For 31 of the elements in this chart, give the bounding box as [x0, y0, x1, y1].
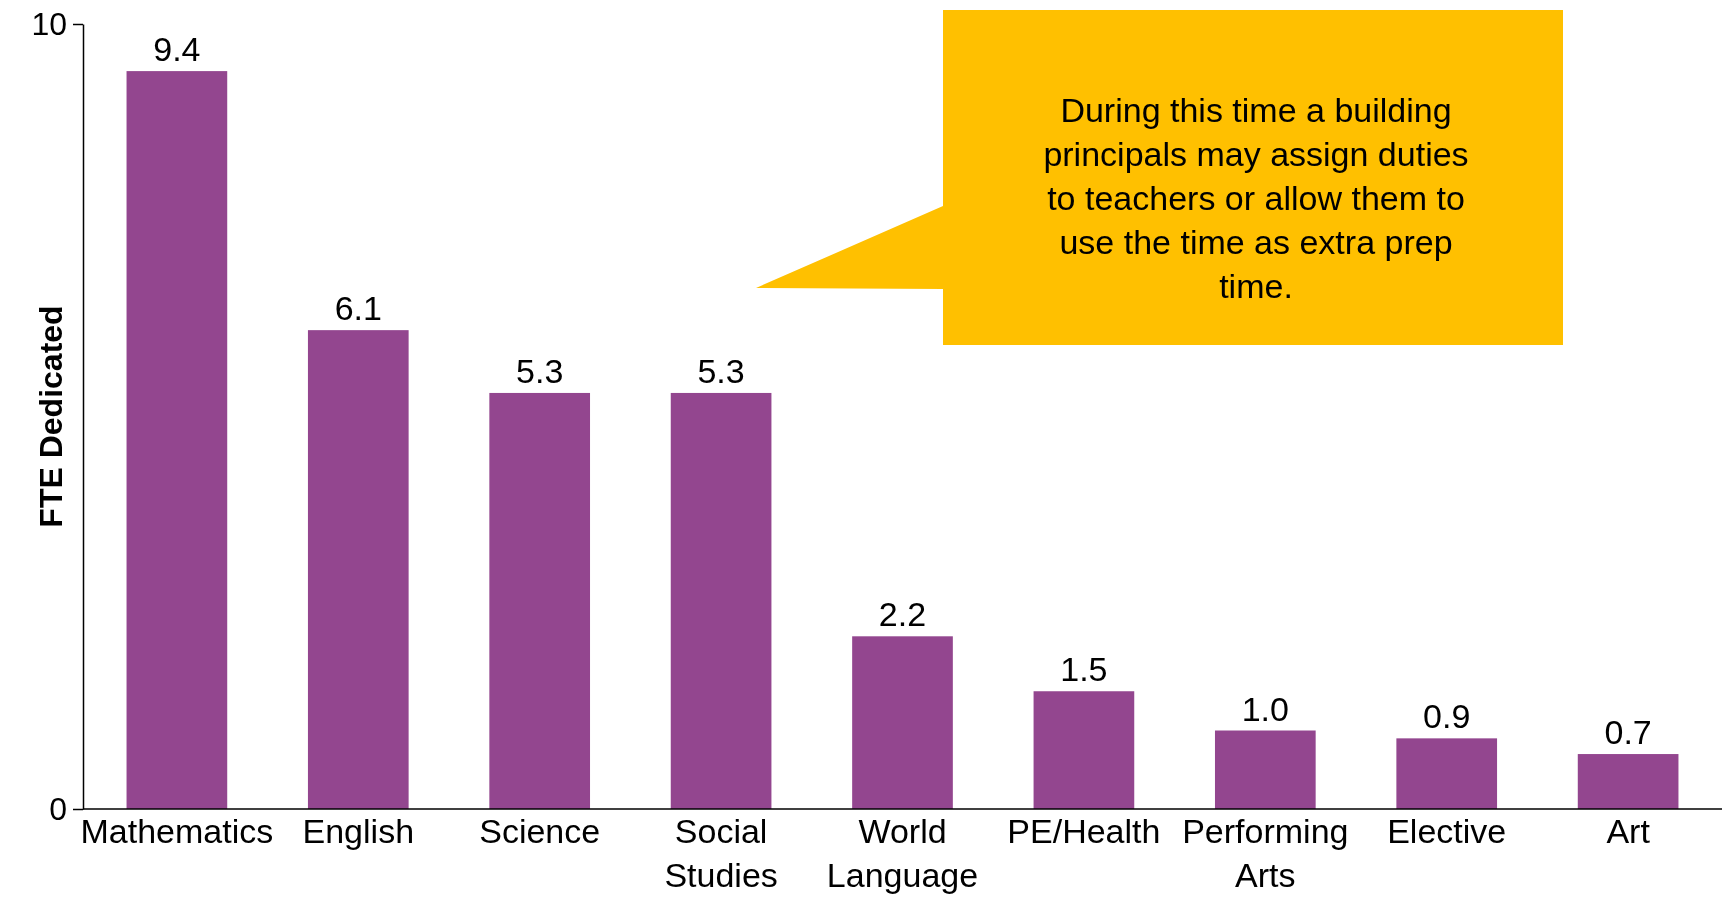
data-label: 5.3 [516, 351, 564, 390]
data-label: 9.4 [153, 30, 201, 69]
x-tick-label: World Language [826, 811, 979, 894]
bar [126, 71, 228, 809]
data-label: 1.0 [1241, 689, 1289, 728]
bar [1214, 730, 1316, 809]
bar [1396, 738, 1498, 809]
x-tick-label: Art [1606, 811, 1651, 850]
y-axis-title: FTE Dedicated [33, 305, 69, 528]
data-label: 1.5 [1060, 650, 1108, 689]
bar [1577, 754, 1679, 809]
data-label: 0.7 [1604, 713, 1652, 752]
x-tick-label: Elective [1387, 811, 1507, 850]
data-label: 6.1 [334, 289, 382, 328]
bar [1033, 691, 1135, 809]
annotation: During this time a building principals may assign duties to teachers or allow them to use the time as extra prep time. [1043, 91, 1469, 305]
data-label: 5.3 [697, 351, 745, 390]
x-tick-label: English [302, 811, 415, 850]
data-label: 0.9 [1423, 697, 1471, 736]
y-tick-label: 10 [31, 5, 67, 42]
x-tick-label: PE/Health [1007, 811, 1161, 850]
y-tick-label: 0 [49, 790, 67, 827]
data-label: 2.2 [878, 595, 927, 634]
bar [670, 392, 772, 809]
x-tick-label: Social Studies [664, 811, 778, 894]
x-tick-label: Mathematics [80, 811, 274, 850]
bar [489, 392, 591, 809]
x-tick-label: Performing Arts [1182, 811, 1349, 894]
x-tick-label: Science [479, 811, 601, 850]
bar [307, 330, 409, 809]
bar [852, 636, 953, 809]
